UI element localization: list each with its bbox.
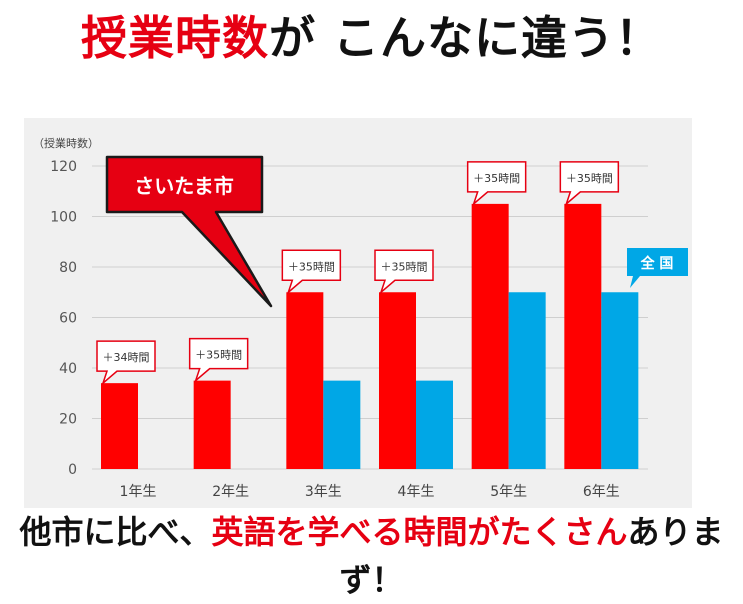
x-tick-label: 3年生 xyxy=(305,484,342,500)
difference-label: ＋35時間 xyxy=(195,349,242,362)
difference-label: ＋35時間 xyxy=(566,172,613,185)
difference-callout xyxy=(374,249,434,295)
bar-national xyxy=(601,292,639,469)
difference-label: ＋34時間 xyxy=(103,351,150,364)
y-tick-label: 0 xyxy=(68,462,77,478)
series-label-national: 全 国 xyxy=(640,255,674,272)
x-tick-label: 4年生 xyxy=(398,484,435,500)
footer-part-3: ありまず！ xyxy=(339,513,724,599)
y-tick-label: 120 xyxy=(50,159,77,175)
difference-label: ＋35時間 xyxy=(288,260,335,273)
difference-callout xyxy=(96,340,156,386)
series-label-saitama: さいたま市 xyxy=(134,174,233,198)
x-tick-label: 5年生 xyxy=(490,484,527,500)
difference-callout xyxy=(559,161,620,207)
y-tick-label: 20 xyxy=(59,412,77,428)
difference-callout xyxy=(281,249,342,295)
difference-callout xyxy=(188,337,249,383)
footer-highlight: 英語を学べる時間がたくさん xyxy=(211,513,628,551)
headline: 授業時数が こんなに違う！ xyxy=(0,8,743,68)
bar-national xyxy=(508,292,546,469)
bar-national xyxy=(323,380,361,469)
y-tick-label: 80 xyxy=(59,260,77,276)
x-tick-label: 2年生 xyxy=(212,484,249,500)
headline-rest: が こんなに違う！ xyxy=(268,11,662,65)
bar-national xyxy=(416,380,453,469)
bar-saitama xyxy=(193,380,231,469)
x-tick-label: 1年生 xyxy=(120,484,157,500)
difference-label: ＋35時間 xyxy=(473,172,520,185)
series-callout-saitama xyxy=(105,155,273,308)
difference-callout xyxy=(466,161,527,207)
bar-saitama xyxy=(101,383,138,469)
series-callout-national xyxy=(627,248,688,288)
difference-label: ＋35時間 xyxy=(381,260,428,273)
bar-saitama xyxy=(564,203,602,469)
y-tick-label: 60 xyxy=(59,311,77,327)
footer-part-1: 他市に比べ、 xyxy=(19,513,212,551)
bar-saitama xyxy=(379,292,416,469)
y-axis-label: （授業時数） xyxy=(33,136,99,150)
y-tick-label: 100 xyxy=(50,210,77,226)
bar-saitama xyxy=(471,203,509,469)
footer-message: 他市に比べ、英語を学べる時間がたくさんありまず！ xyxy=(0,508,743,604)
x-tick-label: 6年生 xyxy=(583,484,620,500)
headline-highlight: 授業時数 xyxy=(80,11,269,65)
bar-saitama xyxy=(286,292,324,469)
y-tick-label: 40 xyxy=(59,361,77,377)
